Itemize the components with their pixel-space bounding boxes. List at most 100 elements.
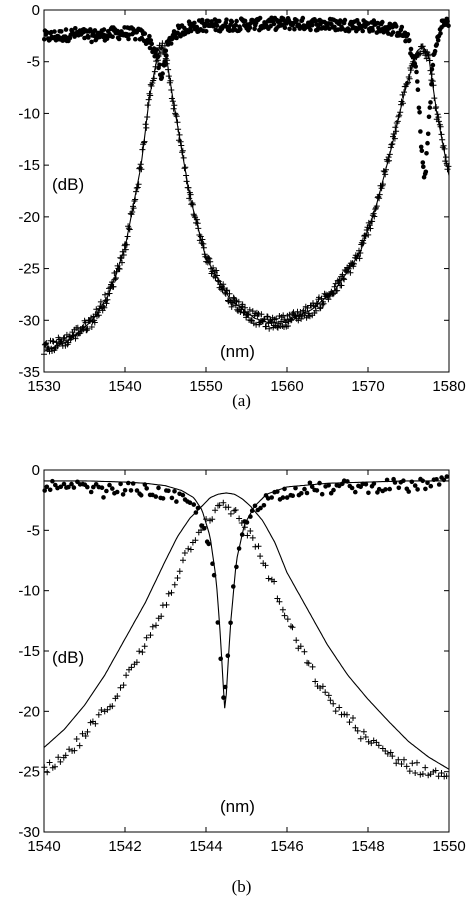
series-point-dot bbox=[383, 487, 388, 492]
series-point-dot bbox=[299, 491, 304, 496]
series-point-dot bbox=[408, 46, 414, 52]
series-point-plus bbox=[305, 310, 312, 317]
series-point-plus bbox=[396, 112, 403, 119]
y-tick-label: -15 bbox=[18, 643, 40, 660]
series-point-dot bbox=[42, 37, 47, 42]
series-point-dot bbox=[387, 486, 393, 492]
series-point-dot bbox=[415, 487, 420, 492]
series-point-plus bbox=[163, 601, 170, 608]
series-point-plus bbox=[83, 327, 90, 334]
series-point-plus bbox=[132, 196, 139, 203]
series-point-dot bbox=[249, 508, 255, 513]
series-point-plus bbox=[341, 276, 348, 283]
series-point-plus bbox=[71, 747, 78, 754]
series-point-plus bbox=[389, 141, 396, 147]
series-point-plus bbox=[118, 255, 125, 262]
series-point-plus bbox=[52, 763, 58, 770]
series-point-plus bbox=[154, 57, 161, 64]
series-point-dot bbox=[426, 114, 432, 120]
series-point-plus bbox=[206, 255, 213, 262]
series-point-dot bbox=[414, 69, 419, 75]
series-point-dot bbox=[300, 15, 306, 21]
series-point-plus bbox=[410, 58, 417, 65]
series-point-plus bbox=[159, 45, 165, 52]
series-point-dot bbox=[247, 25, 253, 31]
series-point-plus bbox=[281, 612, 288, 619]
series-point-dot bbox=[188, 28, 194, 34]
series-point-dot bbox=[174, 499, 179, 504]
series-point-dot bbox=[73, 26, 78, 31]
series-point-plus bbox=[196, 232, 203, 238]
series-point-plus bbox=[187, 546, 194, 553]
series-point-dot bbox=[221, 695, 226, 700]
series-point-plus bbox=[182, 164, 189, 171]
series-point-plus bbox=[178, 142, 185, 149]
series-point-plus bbox=[284, 616, 291, 623]
series-point-plus bbox=[168, 589, 175, 596]
series-point-plus bbox=[173, 113, 180, 120]
series-point-plus bbox=[286, 311, 293, 318]
series-point-dot bbox=[116, 36, 122, 42]
series-point-plus bbox=[120, 682, 127, 689]
series-point-dot bbox=[161, 63, 167, 68]
series-point-dot bbox=[314, 488, 320, 493]
series-point-plus bbox=[387, 749, 394, 756]
series-point-dot bbox=[271, 21, 277, 27]
series-point-plus bbox=[213, 267, 220, 274]
series-point-plus bbox=[313, 307, 319, 314]
series-point-plus bbox=[371, 213, 378, 220]
series-point-plus bbox=[357, 735, 364, 742]
x-tick-label: 1570 bbox=[351, 378, 384, 395]
series-point-plus bbox=[214, 272, 220, 279]
series-point-dot bbox=[101, 495, 106, 500]
series-point-plus bbox=[262, 562, 269, 569]
series-point-plus bbox=[114, 693, 121, 700]
series-point-plus bbox=[175, 126, 182, 133]
series-point-dot bbox=[282, 25, 288, 31]
series-point-plus bbox=[174, 119, 181, 126]
series-point-plus bbox=[365, 231, 372, 238]
series-point-dot bbox=[233, 22, 238, 28]
series-point-plus bbox=[148, 83, 155, 89]
series-point-plus bbox=[117, 684, 124, 691]
series-point-dot bbox=[423, 486, 428, 492]
series-point-plus bbox=[365, 738, 372, 745]
series-point-plus bbox=[214, 277, 221, 284]
series-point-plus bbox=[330, 700, 337, 707]
y-tick-label: -10 bbox=[18, 105, 40, 122]
series-point-plus bbox=[383, 166, 389, 173]
series-point-dot bbox=[353, 489, 358, 495]
series-point-plus bbox=[428, 71, 435, 78]
series-point-dot bbox=[236, 546, 242, 551]
series-point-dot bbox=[138, 493, 144, 498]
series-point-dot bbox=[265, 496, 271, 501]
series-point-plus bbox=[435, 118, 442, 125]
series-point-plus bbox=[198, 527, 205, 534]
series-point-dot bbox=[371, 481, 377, 486]
series-point-plus bbox=[209, 516, 216, 523]
series-point-dot bbox=[261, 503, 267, 508]
x-tick-label: 1580 bbox=[432, 378, 465, 395]
series-point-plus bbox=[419, 771, 426, 777]
series-point-dot bbox=[71, 485, 77, 490]
series-point-plus bbox=[102, 291, 108, 298]
series-point-plus bbox=[164, 57, 171, 64]
series-point-plus bbox=[139, 649, 146, 656]
series-point-plus bbox=[165, 66, 172, 73]
series-point-plus bbox=[226, 290, 233, 297]
series-point-plus bbox=[128, 664, 135, 671]
series-point-dot bbox=[58, 484, 64, 490]
series-point-plus bbox=[130, 205, 137, 212]
series-point-plus bbox=[137, 161, 144, 168]
series-point-dot bbox=[396, 485, 402, 491]
series-point-dot bbox=[218, 656, 223, 662]
series-point-plus bbox=[417, 771, 424, 778]
series-point-plus bbox=[200, 523, 207, 530]
series-point-plus bbox=[257, 553, 264, 560]
series-point-dot bbox=[425, 140, 430, 146]
series-point-plus bbox=[258, 311, 265, 318]
series-point-dot bbox=[215, 620, 221, 625]
series-point-plus bbox=[305, 660, 312, 667]
series-point-plus bbox=[363, 227, 370, 233]
series-point-dot bbox=[110, 486, 115, 491]
